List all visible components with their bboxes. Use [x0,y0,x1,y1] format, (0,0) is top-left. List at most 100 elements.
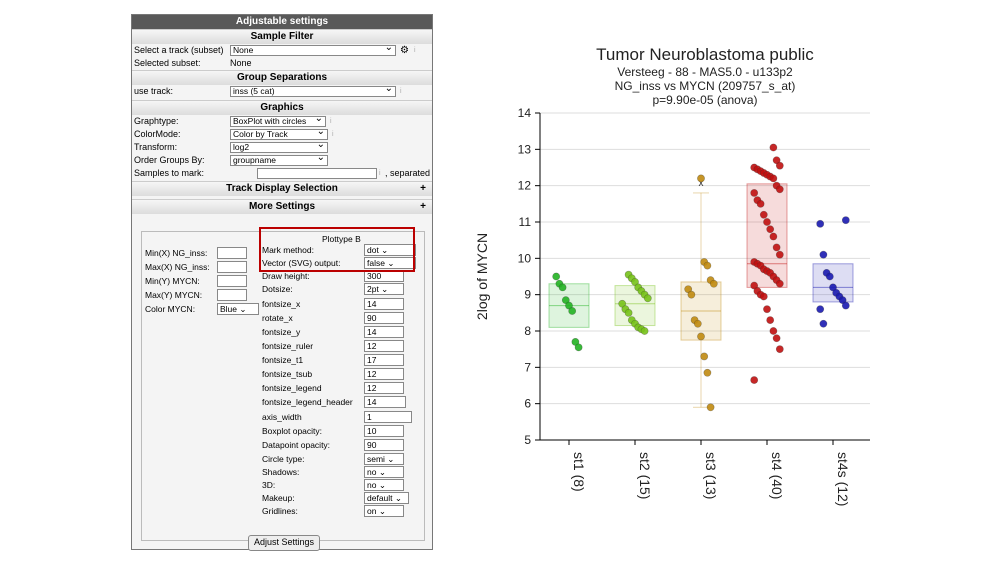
order-select[interactable]: groupname [230,155,328,166]
graphtype-select[interactable]: BoxPlot with circles [230,116,326,127]
select-track-label: Select a track (subset) [134,45,224,55]
data-point-st4 [769,327,778,335]
data-point-st4s [838,296,847,305]
y-axis-label: 2log of MYCN [474,233,490,320]
info-icon: i [379,170,381,177]
info-icon: i [332,131,334,138]
data-point-st4 [772,334,781,343]
transform-select[interactable]: log2 [230,142,328,153]
plot-field-label: fontsize_legend_header [262,397,353,407]
plot-field-label: axis_width [262,412,302,422]
y-tick-label: 14 [518,106,532,120]
colormode-label: ColorMode: [134,129,181,139]
plot-field-select[interactable]: semi ⌄ [364,453,404,465]
data-point-st4s [819,319,828,328]
plot-field-input[interactable]: 14 [364,396,406,408]
plot-field-input[interactable]: 1 [364,411,412,423]
x-tick-label: st4s (12) [835,452,851,506]
samples-input[interactable] [257,168,377,179]
selected-subset-row: Selected subset: None [132,57,432,70]
plot-field-select[interactable]: default ⌄ [364,492,409,504]
data-point-st1 [558,283,567,292]
x-tick-label: st3 (13) [703,452,719,499]
plot-field-input[interactable]: 12 [364,368,404,380]
plot-field-select[interactable]: dot ⌄ [364,244,416,256]
chart-subtitle: NG_inss vs MYCN (209757_s_at) [615,79,796,93]
plot-field-input[interactable]: 14 [364,326,404,338]
plot-field-input[interactable]: 90 [364,439,404,451]
group-separations-heading[interactable]: Group Separations [132,70,432,85]
plot-field-label: fontsize_tsub [262,369,313,379]
plot-field-input[interactable]: 14 [364,298,404,310]
track-display-heading[interactable]: Track Display Selection + [132,181,432,196]
graphtype-label: Graphtype: [134,116,179,126]
data-point-st4 [775,279,784,288]
data-point-st3 [703,368,712,377]
color-select[interactable]: Blue ⌄ [217,303,259,315]
select-track-row: Select a track (subset) None ⚙ i [132,44,432,57]
axis-field-input[interactable] [217,289,247,301]
axis-field-label: Max(X) NG_inss: [145,262,210,272]
data-point-st4 [763,305,771,314]
axis-field-label: Max(Y) MYCN: [145,290,203,300]
y-tick-label: 12 [518,179,532,193]
plot-field-select[interactable]: no ⌄ [364,466,404,478]
plot-field-input[interactable]: 10 [364,425,404,437]
x-tick-label: st2 (15) [637,452,653,499]
selected-subset-value: None [230,58,252,68]
more-settings-heading[interactable]: More Settings + [132,199,432,214]
y-tick-label: 8 [524,324,531,338]
plot-field-input[interactable]: 12 [364,340,404,352]
transform-label: Transform: [134,142,178,152]
data-point-st1 [565,301,573,310]
sample-filter-heading[interactable]: Sample Filter [132,29,432,44]
data-point-st1 [561,296,570,305]
select-track-select[interactable]: None [230,45,396,56]
axis-field-input[interactable] [217,275,247,287]
plottype-heading: Plottype B [322,234,361,244]
use-track-select[interactable]: inss (5 cat) [230,86,396,97]
plot-field-label: fontsize_ruler [262,341,314,351]
plot-field-select[interactable]: 2pt ⌄ [364,283,404,295]
data-point-st4 [775,345,784,354]
transform-row: Transform: log2 [132,141,432,154]
more-settings-area: Min(X) NG_inss: Max(X) NG_inss: Min(Y) MYC… [141,231,425,541]
plot-field-label: fontsize_x [262,299,301,309]
plot-field-select[interactable]: on ⌄ [364,505,404,517]
data-point-st4 [750,376,759,384]
plot-field-label: rotate_x [262,313,293,323]
data-point-st1 [571,337,580,346]
plot-field-label: fontsize_y [262,327,301,337]
data-point-st4 [766,225,775,234]
use-track-label: use track: [134,86,174,96]
graphics-heading[interactable]: Graphics [132,100,432,115]
plot-field-select[interactable]: no ⌄ [364,479,404,491]
settings-panel: Adjustable settings Sample Filter Select… [131,14,433,551]
x-tick-label: st1 (8) [571,452,587,492]
data-point-st4 [766,316,775,324]
order-row: Order Groups By: groupname [132,154,432,167]
plot-field-input[interactable]: 12 [364,382,404,394]
data-point-st4 [759,292,768,301]
samples-row: Samples to mark: i , separated [132,167,432,181]
colormode-row: ColorMode: Color by Track i [132,128,432,141]
axis-field-input[interactable] [217,261,247,273]
data-point-st4s [816,219,825,228]
y-tick-label: 6 [524,397,531,411]
chart-subtitle: Versteeg - 88 - MAS5.0 - u133p2 [617,65,793,79]
samples-label: Samples to mark: [134,168,205,178]
plot-field-input[interactable]: 90 [364,312,404,324]
adjust-settings-button[interactable]: Adjust Settings [248,535,320,551]
data-point-st4 [763,218,771,226]
colormode-select[interactable]: Color by Track [230,129,328,140]
info-icon: i [414,47,416,54]
plot-field-select[interactable]: false ⌄ [364,257,416,269]
y-tick-label: 11 [519,215,532,229]
y-tick-label: 5 [524,433,531,447]
data-point-st4 [769,232,778,241]
gear-icon[interactable]: ⚙ [400,45,409,56]
samples-suffix: , separated [385,168,431,178]
plot-field-input[interactable]: 17 [364,354,404,366]
axis-field-input[interactable] [217,247,247,259]
